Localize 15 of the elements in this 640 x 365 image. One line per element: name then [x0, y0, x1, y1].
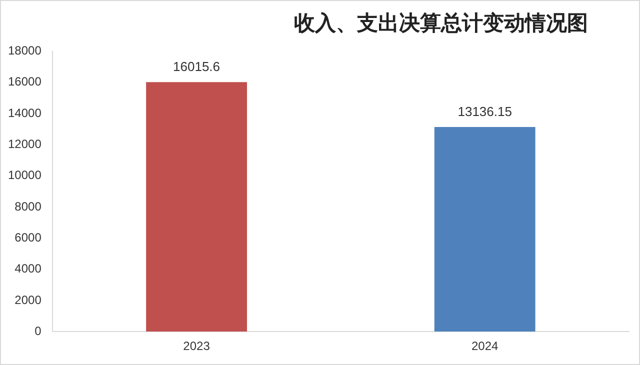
y-tick-label: 10000 [8, 168, 42, 182]
y-tick-label: 6000 [14, 230, 42, 244]
y-tick-label: 8000 [14, 199, 42, 214]
y-tick-label: 12000 [8, 136, 42, 151]
y-tick-label: 18000 [8, 44, 42, 58]
x-tick-label: 2023 [183, 339, 210, 354]
y-tick-label: 14000 [8, 106, 42, 120]
y-tick-label: 16000 [8, 74, 42, 89]
x-tick-label: 2024 [471, 339, 499, 354]
chart-title: 收入、支出决算总计变动情况图 [293, 10, 589, 37]
y-tick-label: 0 [34, 324, 42, 338]
data-label: 13136.15 [458, 104, 512, 120]
y-tick-label: 4000 [14, 262, 42, 276]
y-tick-label: 2000 [14, 292, 42, 307]
data-label: 16015.6 [173, 59, 220, 74]
